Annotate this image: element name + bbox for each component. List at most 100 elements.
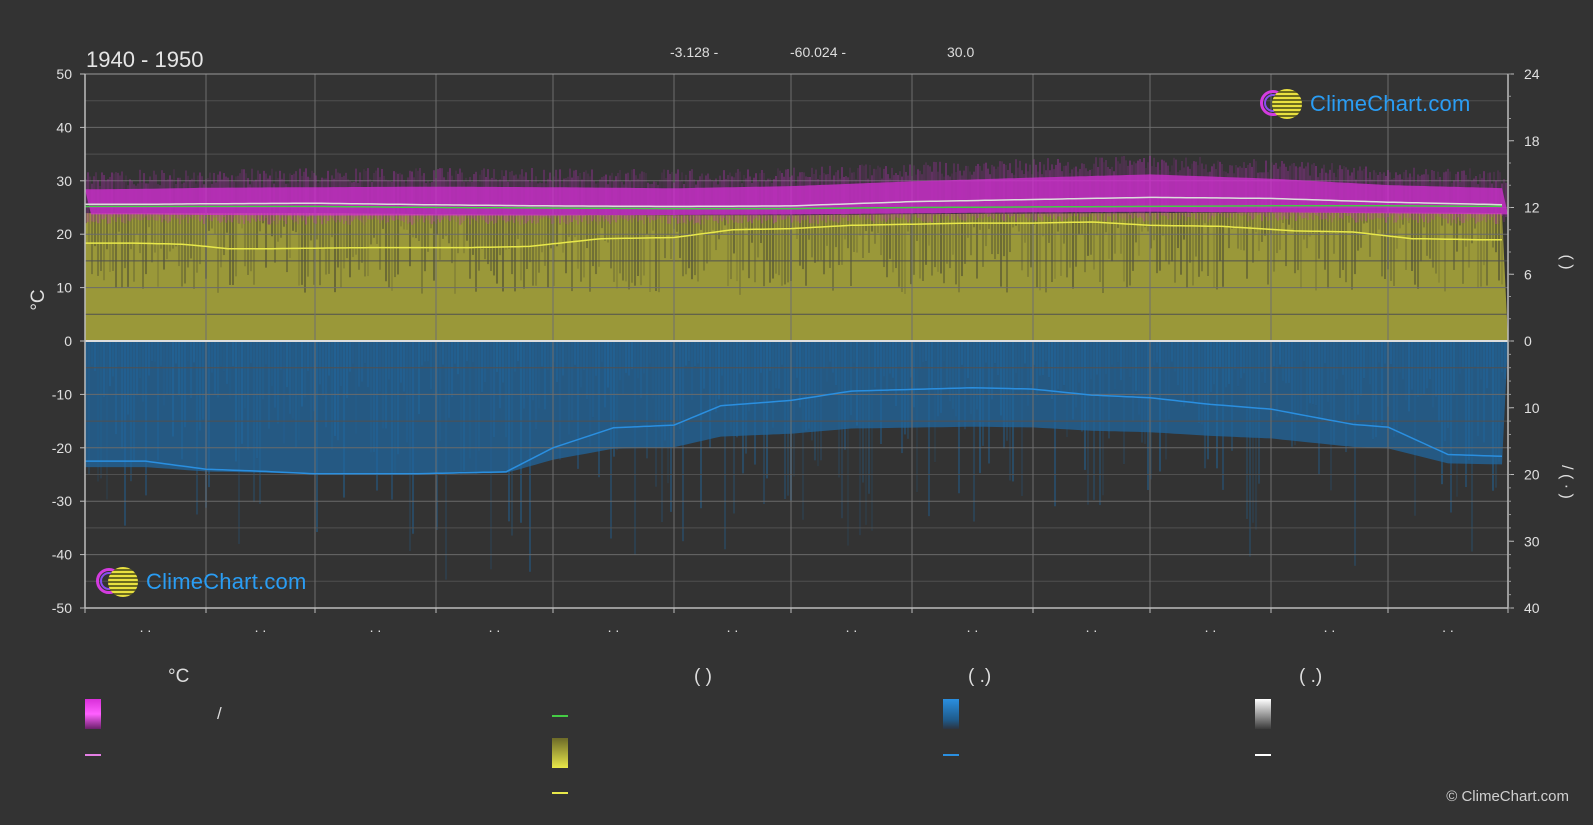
rain-texture-streak [592,341,594,418]
rain-texture-streak [382,341,384,429]
rain-texture-streak [514,341,516,372]
temp-texture-streak [913,165,915,217]
rain-texture-streak [1126,341,1128,370]
temp-texture-streak [129,179,131,222]
rain-texture-streak [493,341,495,438]
rain-texture-streak [580,341,582,388]
rain-texture-streak [655,341,657,487]
rain-texture-streak [1348,341,1350,422]
temp-texture-streak [1055,164,1057,220]
rain-texture-streak [964,341,966,430]
temp-texture-streak [383,175,385,220]
sunshine-texture-streak [1009,213,1011,253]
temp-texture-streak [309,177,311,218]
rain-texture-streak [967,341,969,379]
rain-texture-streak [1102,341,1104,496]
rain-texture-streak [403,341,405,392]
temp-texture-streak [1041,174,1043,221]
rain-texture-streak [1378,341,1380,363]
temp-texture-streak [923,164,925,222]
rain-texture-streak [892,341,894,378]
temp-texture-streak [853,172,855,219]
temp-texture-streak [499,179,501,218]
rain-texture-streak [133,341,135,460]
temp-texture-streak [1269,169,1271,216]
temp-texture-streak [493,169,495,224]
sunshine-texture-streak [604,214,606,241]
rain-texture-streak [856,341,858,426]
sunshine-texture-streak [1006,213,1008,293]
temp-texture-streak [845,176,847,217]
rain-texture-streak [724,341,726,550]
legend-rain-heading: ( .) [968,666,992,687]
sunshine-texture-streak [958,213,960,293]
sunshine_hours-line [85,221,1502,250]
temp-texture-streak [1019,160,1021,218]
temp-texture-streak [1165,162,1167,216]
temp-texture-streak [1499,172,1501,221]
temp-texture-streak [1099,157,1101,220]
rain-texture-streak [814,341,816,461]
sunshine-texture-streak [1384,212,1386,280]
temp-texture-streak [1329,169,1331,216]
rain-texture-streak [1012,341,1014,482]
rain-texture-streak [685,341,687,366]
rain-texture-streak [142,341,144,402]
temp-texture-streak [403,180,405,223]
sunshine-texture-streak [265,213,267,268]
temp-texture-streak [95,172,97,222]
temp-texture-streak [1219,161,1221,215]
temp-texture-streak [537,183,539,223]
sunshine-texture-streak [1492,212,1494,248]
rain-texture-streak [283,341,285,444]
temp-texture-streak [1389,172,1391,220]
rain-texture-streak [976,341,978,410]
rain-texture-streak [1360,341,1362,396]
temp-texture-streak [215,182,217,218]
temp-texture-streak [1411,176,1413,220]
temp-texture-streak [245,173,247,221]
temp-texture-streak [1011,173,1013,217]
logo-top-right[interactable]: ClimeChart.com [1260,88,1471,120]
sunshine-texture-streak [613,214,615,282]
temp-texture-streak [1033,159,1035,221]
temp-texture-streak [589,176,591,224]
sunshine-texture-streak [757,215,759,258]
temp-texture-streak [277,178,279,224]
sunshine-texture-streak [1324,212,1326,270]
sunshine-texture-streak [1060,213,1062,276]
temp-texture-streak [293,173,295,223]
sunshine-texture-streak [598,214,600,267]
sunshine-texture-streak [1306,212,1308,249]
left-tick-label: 0 [64,333,72,349]
rain-texture-streak [979,341,981,474]
temp-texture-streak [1077,171,1079,215]
rain-texture-streak [175,341,177,364]
rain-texture-streak [1219,341,1221,367]
sunshine-texture-streak [403,213,405,230]
temp-texture-streak [591,169,593,222]
temp-texture-streak [1157,162,1159,220]
sunshine-texture-streak [706,215,708,264]
temp-texture-streak [731,176,733,221]
temp-texture-streak [1343,166,1345,220]
temp-texture-streak [261,182,263,223]
sunshine-texture-streak [283,213,285,227]
rain-texture-streak [346,341,348,399]
temp-texture-streak [521,169,523,220]
temp-texture-streak [1109,168,1111,217]
sunshine-texture-streak [127,213,129,287]
temp-texture-streak [887,174,889,220]
sunshine-texture-streak [1096,213,1098,236]
temp-texture-streak [1493,171,1495,223]
rain-texture-streak [292,341,294,419]
logo-bottom-left[interactable]: ClimeChart.com [96,566,307,598]
temp-texture-streak [547,178,549,218]
temp-texture-streak [957,163,959,217]
rain-texture-streak [124,341,126,526]
right-bottom-tick-label: 10 [1524,400,1540,416]
temp-texture-streak [989,174,991,217]
rain-texture-streak [256,341,258,459]
temp-texture-streak [1503,179,1505,222]
temp-texture-streak [133,184,135,218]
